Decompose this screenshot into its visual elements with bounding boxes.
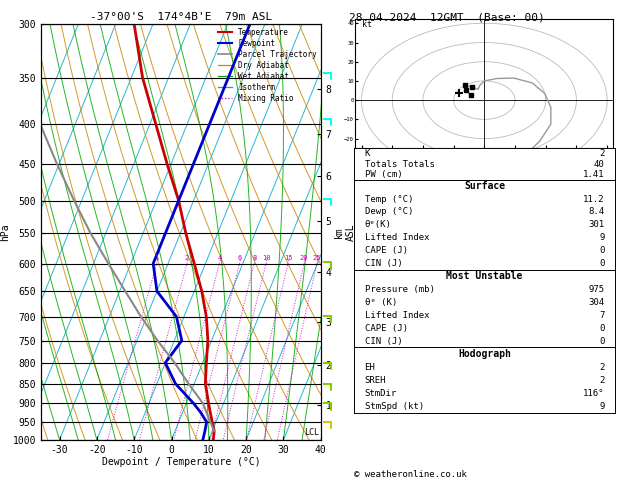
Text: 2: 2 bbox=[599, 363, 604, 372]
Text: 975: 975 bbox=[589, 285, 604, 294]
Text: StmSpd (kt): StmSpd (kt) bbox=[365, 402, 424, 411]
Text: EH: EH bbox=[365, 363, 376, 372]
Y-axis label: km
ASL: km ASL bbox=[334, 223, 356, 241]
Text: CIN (J): CIN (J) bbox=[365, 259, 402, 268]
Text: 10: 10 bbox=[262, 256, 270, 261]
Text: Dewp (°C): Dewp (°C) bbox=[365, 208, 413, 216]
Text: 15: 15 bbox=[284, 256, 292, 261]
Text: CAPE (J): CAPE (J) bbox=[365, 324, 408, 332]
Text: StmDir: StmDir bbox=[365, 389, 397, 398]
Text: 0: 0 bbox=[599, 324, 604, 332]
Text: 0: 0 bbox=[599, 259, 604, 268]
Text: Temp (°C): Temp (°C) bbox=[365, 194, 413, 204]
Text: 1.41: 1.41 bbox=[583, 170, 604, 179]
Text: 0: 0 bbox=[599, 246, 604, 255]
Text: PW (cm): PW (cm) bbox=[365, 170, 402, 179]
Text: 4: 4 bbox=[217, 256, 221, 261]
Text: 9: 9 bbox=[599, 233, 604, 242]
Title: -37°00'S  174°4B'E  79m ASL: -37°00'S 174°4B'E 79m ASL bbox=[90, 12, 272, 22]
Text: 2: 2 bbox=[185, 256, 189, 261]
Text: 6: 6 bbox=[237, 256, 242, 261]
Text: 304: 304 bbox=[589, 297, 604, 307]
Text: 40: 40 bbox=[594, 159, 604, 169]
X-axis label: Dewpoint / Temperature (°C): Dewpoint / Temperature (°C) bbox=[101, 457, 260, 468]
Text: LCL: LCL bbox=[304, 428, 319, 436]
Text: 11.2: 11.2 bbox=[583, 194, 604, 204]
Text: Lifted Index: Lifted Index bbox=[365, 311, 429, 320]
Text: θᵉ(K): θᵉ(K) bbox=[365, 220, 391, 229]
Text: 116°: 116° bbox=[583, 389, 604, 398]
Text: 301: 301 bbox=[589, 220, 604, 229]
Text: Totals Totals: Totals Totals bbox=[365, 159, 435, 169]
Text: K: K bbox=[365, 149, 370, 158]
Y-axis label: hPa: hPa bbox=[0, 223, 9, 241]
Text: θᵉ (K): θᵉ (K) bbox=[365, 297, 397, 307]
Text: 8.4: 8.4 bbox=[589, 208, 604, 216]
Text: 8: 8 bbox=[252, 256, 257, 261]
Text: CAPE (J): CAPE (J) bbox=[365, 246, 408, 255]
Text: 25: 25 bbox=[313, 256, 321, 261]
Text: CIN (J): CIN (J) bbox=[365, 336, 402, 346]
Text: 0: 0 bbox=[599, 336, 604, 346]
Text: Most Unstable: Most Unstable bbox=[447, 271, 523, 281]
Text: Surface: Surface bbox=[464, 181, 505, 191]
Text: Lifted Index: Lifted Index bbox=[365, 233, 429, 242]
Text: 20: 20 bbox=[300, 256, 308, 261]
Text: 7: 7 bbox=[599, 311, 604, 320]
Text: Pressure (mb): Pressure (mb) bbox=[365, 285, 435, 294]
Text: Hodograph: Hodograph bbox=[458, 349, 511, 359]
Text: 2: 2 bbox=[599, 149, 604, 158]
Text: 2: 2 bbox=[599, 376, 604, 385]
Text: 28.04.2024  12GMT  (Base: 00): 28.04.2024 12GMT (Base: 00) bbox=[349, 12, 545, 22]
Text: SREH: SREH bbox=[365, 376, 386, 385]
Text: kt: kt bbox=[362, 20, 372, 29]
Text: 1: 1 bbox=[155, 256, 159, 261]
Text: © weatheronline.co.uk: © weatheronline.co.uk bbox=[354, 469, 467, 479]
Legend: Temperature, Dewpoint, Parcel Trajectory, Dry Adiabat, Wet Adiabat, Isotherm, Mi: Temperature, Dewpoint, Parcel Trajectory… bbox=[218, 28, 317, 103]
Text: 9: 9 bbox=[599, 402, 604, 411]
